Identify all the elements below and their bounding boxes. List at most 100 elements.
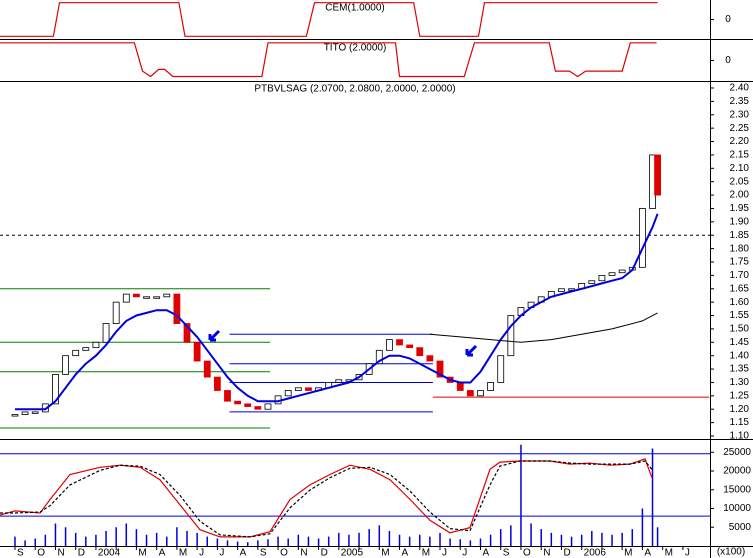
x-tick-label: A: [159, 548, 166, 558]
y-tick-label: 1.20: [730, 404, 750, 415]
candle: [173, 293, 181, 324]
y2-tick-label: 5000: [729, 522, 752, 533]
y-tick-label: 2.25: [730, 123, 750, 134]
candle: [406, 344, 414, 349]
y2-tick-label: 20000: [723, 466, 751, 477]
candle: [588, 280, 596, 284]
x-tick-label: D: [321, 548, 328, 558]
candle: [11, 414, 19, 417]
y-tick-label: 1.25: [730, 390, 750, 401]
y-tick-label: 1.35: [730, 364, 750, 375]
candle: [558, 288, 565, 292]
y-tick-label: 0: [725, 14, 731, 25]
panel-title: PTBVLSAG (2.0700, 2.0800, 2.0000, 2.0000…: [254, 84, 455, 95]
y-tick-label: 2.05: [730, 176, 750, 187]
x-tick-label: N: [543, 548, 550, 558]
candle: [224, 390, 231, 402]
x-tick-label: J: [442, 548, 447, 558]
y2-tick-label: 15000: [723, 484, 751, 495]
x-tick-label: J: [199, 548, 204, 558]
y-tick-label: 1.85: [730, 230, 750, 241]
candle: [568, 288, 575, 291]
candle: [72, 349, 80, 357]
y-tick-label: 2.35: [730, 96, 750, 107]
candle: [62, 355, 69, 375]
x-tick-label: 2005: [341, 548, 364, 558]
candle: [375, 349, 383, 365]
long-moving-average: [429, 312, 658, 343]
candle: [507, 315, 515, 357]
candle: [416, 347, 424, 357]
candle: [487, 382, 495, 391]
y-tick-label: 2.20: [730, 136, 750, 147]
volume-unit: (x100): [717, 547, 745, 558]
candle: [133, 293, 140, 298]
candle: [608, 272, 616, 276]
candle: [92, 341, 100, 349]
y-tick-label: 1.95: [730, 203, 750, 214]
y-tick-label: 1.30: [730, 377, 750, 388]
candle: [122, 293, 130, 303]
candle: [254, 406, 262, 410]
x-tick-label: J: [462, 548, 467, 558]
candle: [234, 400, 242, 405]
candle: [264, 403, 272, 410]
indicator-line: [0, 42, 657, 78]
x-tick-label: J: [685, 548, 690, 558]
y-tick-label: 1.15: [730, 417, 750, 428]
x-tick-label: S: [17, 548, 24, 558]
candle: [305, 387, 312, 391]
x-tick-label: O: [37, 548, 45, 558]
candle: [639, 208, 646, 268]
y-tick-label: 2.40: [730, 83, 750, 94]
y-tick-label: 1.45: [730, 337, 750, 348]
x-tick-label: A: [482, 548, 489, 558]
candle: [143, 296, 150, 299]
y-tick-label: 0: [725, 55, 731, 66]
y-tick-label: 1.55: [730, 310, 750, 321]
oscillator-line: [0, 460, 653, 538]
candle: [497, 355, 505, 383]
x-tick-label: A: [644, 548, 651, 558]
x-tick-label: M: [624, 548, 632, 558]
candle: [436, 360, 444, 378]
candle: [598, 274, 606, 282]
candle: [426, 355, 434, 362]
y-tick-label: 1.80: [730, 243, 750, 254]
y-tick-label: 1.60: [730, 297, 750, 308]
candle: [284, 390, 292, 397]
candle: [193, 341, 201, 362]
candle: [82, 347, 90, 351]
candle: [618, 269, 626, 274]
y-tick-label: 1.50: [730, 324, 750, 335]
candle: [335, 379, 343, 383]
panel-title: CEM(1.0000): [325, 3, 384, 14]
x-tick-label: O: [280, 548, 288, 558]
x-tick-label: M: [179, 548, 187, 558]
candle: [477, 390, 484, 397]
y2-tick-label: 25000: [723, 447, 751, 458]
x-tick-label: 2006: [584, 548, 607, 558]
candle: [112, 301, 120, 324]
y-tick-label: 1.10: [730, 431, 750, 442]
panel-title: TITO (2.0000): [324, 43, 387, 54]
x-tick-label: O: [523, 548, 531, 558]
x-tick-label: A: [402, 548, 409, 558]
y-tick-label: 1.70: [730, 270, 750, 281]
candle: [163, 293, 171, 298]
candle: [203, 360, 211, 378]
x-tick-label: A: [240, 548, 247, 558]
candle: [386, 339, 393, 351]
y-tick-label: 2.30: [730, 109, 750, 120]
candle: [654, 154, 661, 196]
y-tick-label: 2.10: [730, 163, 750, 174]
moving-average: [15, 213, 659, 411]
candle: [244, 403, 252, 407]
candle: [294, 387, 302, 391]
y-tick-label: 1.90: [730, 216, 750, 227]
x-tick-label: D: [78, 548, 85, 558]
candle: [21, 411, 29, 415]
x-tick-label: M: [422, 548, 430, 558]
x-tick-label: J: [219, 548, 224, 558]
candle: [153, 296, 161, 299]
